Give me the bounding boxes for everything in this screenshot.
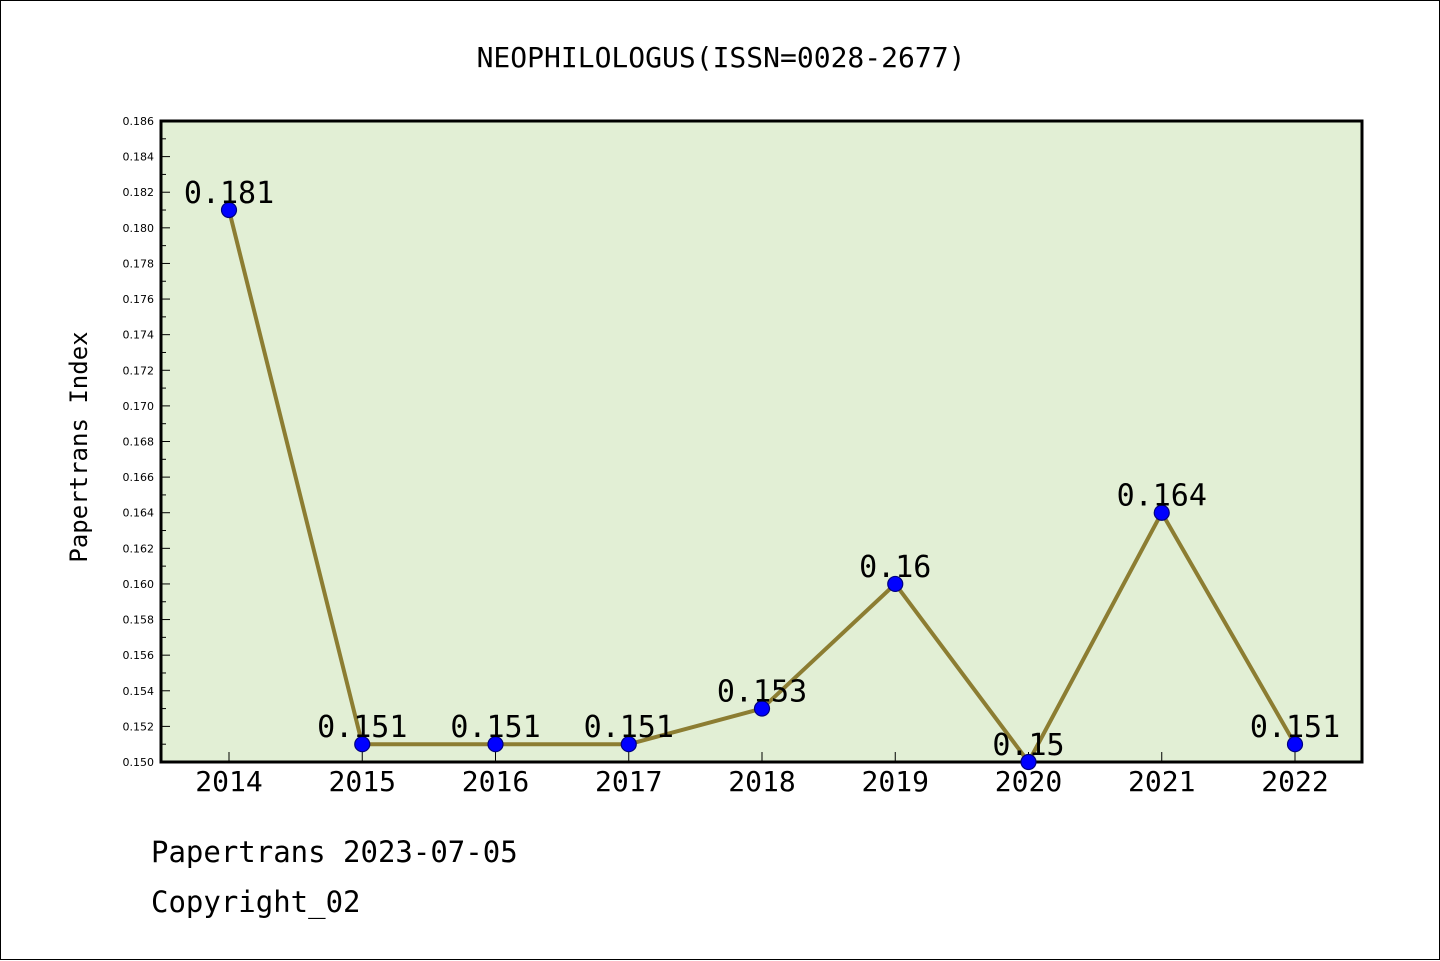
y-tick-label: 0.182	[123, 186, 155, 199]
y-axis-label: Papertrans Index	[65, 331, 93, 562]
x-tick-label: 2019	[862, 765, 929, 798]
x-tick-label: 2014	[195, 765, 262, 798]
y-tick-label: 0.162	[123, 542, 155, 555]
data-point	[887, 575, 904, 593]
x-tick-label: 2018	[728, 765, 795, 798]
x-tick-label: 2021	[1128, 765, 1195, 798]
data-point	[220, 201, 238, 219]
data-point	[487, 736, 504, 753]
y-tick-label: 0.174	[123, 329, 155, 342]
y-tick-label: 0.154	[123, 685, 155, 698]
y-tick-label: 0.184	[123, 151, 155, 164]
x-tick-label: 2016	[462, 765, 529, 798]
y-tick-label: 0.166	[123, 471, 155, 484]
y-tick-label: 0.170	[123, 400, 155, 413]
data-point	[1286, 736, 1304, 753]
data-label: 0.15	[992, 728, 1064, 763]
x-axis: 2014 2015 2016 2017 2018 2019 2020 2021 2022	[195, 752, 1329, 798]
x-tick-label: 2017	[595, 765, 662, 798]
y-tick-label: 0.176	[123, 293, 155, 306]
x-tick-label: 2022	[1261, 765, 1328, 798]
y-tick-label: 0.178	[123, 257, 155, 270]
footer-date: Papertrans 2023-07-05	[151, 835, 518, 869]
data-label: 0.151	[450, 710, 540, 745]
y-tick-label: 0.158	[123, 614, 155, 627]
data-label: 0.181	[184, 176, 274, 211]
y-tick-label: 0.150	[123, 756, 155, 769]
y-tick-label: 0.156	[123, 649, 155, 662]
data-label: 0.16	[859, 550, 931, 585]
y-tick-label: 0.152	[123, 720, 155, 733]
y-tick-label: 0.180	[123, 222, 155, 235]
data-label: 0.153	[717, 675, 807, 710]
data-point	[753, 700, 771, 717]
y-tick-label: 0.186	[123, 115, 155, 128]
chart-title: NEOPHILOLOGUS(ISSN=0028-2677)	[477, 41, 966, 74]
data-point	[1020, 753, 1037, 771]
y-tick-label: 0.164	[123, 507, 155, 520]
y-tick-label: 0.160	[123, 578, 155, 591]
data-label: 0.151	[584, 710, 674, 745]
y-axis: 0.150 0.152 0.154 0.156 0.158 0.160 0.162 0.164…	[123, 115, 170, 769]
data-label: 0.164	[1117, 479, 1207, 514]
data-point	[620, 736, 637, 753]
y-tick-label: 0.168	[123, 436, 155, 449]
data-point	[1153, 504, 1170, 521]
y-tick-label: 0.172	[123, 364, 155, 377]
x-tick-label: 2015	[329, 765, 396, 798]
series-line-group: 0.181 0.151 0.151 0.151 0.153 0.16 0.15 0.164 0.…	[184, 176, 1340, 771]
x-tick-label: 2020	[995, 765, 1062, 798]
data-point	[354, 736, 371, 753]
data-label: 0.151	[317, 710, 407, 745]
footer-copyright: Copyright_02	[151, 885, 361, 919]
plot-area	[159, 119, 1364, 764]
data-label: 0.151	[1250, 710, 1340, 745]
